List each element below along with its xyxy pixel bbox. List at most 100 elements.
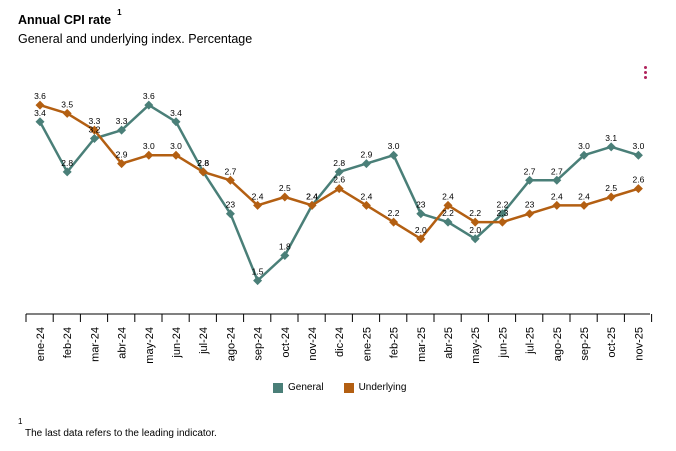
data-point-underlying (253, 200, 263, 210)
data-point-underlying (198, 167, 208, 177)
chart-title: Annual CPI rate 1 (18, 8, 122, 28)
data-point-general (171, 117, 181, 127)
data-label-underlying: 2.4 (551, 191, 563, 201)
chart-title-text: Annual CPI rate (18, 13, 112, 28)
data-point-general (389, 150, 399, 160)
data-point-general (334, 167, 344, 177)
x-tick-label: ene-24 (35, 327, 47, 361)
data-label-general: 1.5 (252, 267, 264, 277)
data-label-general: 2.8 (333, 158, 345, 168)
data-label-underlying: 23 (525, 200, 535, 210)
data-label-general: 2.8 (197, 158, 209, 168)
data-label-underlying: 3.3 (88, 116, 100, 126)
data-point-general (633, 150, 643, 160)
cpi-line-chart: ene-24 feb-24 mar-24 abr-24 may-24 jun-24 jul-… (25, 91, 653, 364)
data-point-general (470, 234, 480, 244)
data-point-underlying (307, 200, 317, 210)
data-label-underlying: 2.4 (306, 191, 318, 201)
legend-label-general: General (288, 382, 324, 393)
data-point-underlying (416, 234, 426, 244)
data-point-underlying (117, 159, 127, 169)
data-label-underlying: 2.6 (333, 175, 345, 185)
x-tick-label: oct-24 (280, 327, 292, 358)
footnote-mark: 1 (18, 417, 23, 426)
data-point-underlying (62, 108, 72, 118)
data-point-general (525, 175, 535, 185)
data-point-underlying (280, 192, 290, 202)
data-point-underlying (35, 100, 45, 110)
data-point-general (416, 209, 426, 219)
data-label-underlying: 2.4 (252, 191, 264, 201)
data-label-general: 3.1 (605, 133, 617, 143)
data-label-general: 2.9 (360, 150, 372, 160)
data-point-underlying (525, 209, 535, 219)
x-tick-label: ago-24 (225, 327, 237, 361)
data-label-general: 1.8 (279, 242, 291, 252)
data-label-general: 3.0 (388, 141, 400, 151)
data-label-general: 2.0 (469, 225, 481, 235)
x-tick-label: feb-24 (62, 327, 74, 358)
x-tick-label: ago-25 (552, 327, 564, 361)
data-point-general (443, 217, 453, 227)
x-tick-label: abr-25 (443, 327, 455, 359)
x-tick-label: ene-25 (361, 327, 373, 361)
x-tick-label: abr-24 (117, 327, 129, 359)
data-label-underlying: 2.2 (469, 208, 481, 218)
data-point-underlying (579, 200, 589, 210)
data-point-underlying (497, 217, 507, 227)
data-point-underlying (89, 125, 99, 135)
data-point-general (606, 142, 616, 152)
x-tick-label: jun-24 (171, 327, 183, 359)
data-label-underlying: 2.5 (279, 183, 291, 193)
vertical-ellipsis-icon[interactable] (640, 66, 650, 82)
data-point-general (253, 276, 263, 286)
data-label-underlying: 2.4 (442, 191, 454, 201)
data-point-general (361, 159, 371, 169)
data-label-underlying: 2.7 (224, 166, 236, 176)
data-label-underlying: 3.5 (61, 99, 73, 109)
data-label-underlying: 2.0 (415, 225, 427, 235)
data-point-general (579, 150, 589, 160)
legend-item-general[interactable]: General (273, 382, 324, 393)
data-point-underlying (633, 184, 643, 194)
legend-item-underlying[interactable]: Underlying (343, 382, 407, 393)
x-tick-label: feb-25 (389, 327, 401, 358)
data-label-general: 2.7 (524, 166, 536, 176)
data-label-general: 23 (226, 200, 236, 210)
data-point-underlying (552, 200, 562, 210)
chart-subtitle: General and underlying index. Percentage (18, 32, 253, 46)
data-label-general: 2.4 (306, 191, 318, 201)
data-point-underlying (144, 150, 154, 160)
data-label-underlying: 2.8 (197, 158, 209, 168)
data-label-general: 3.2 (88, 125, 100, 135)
data-point-underlying (606, 192, 616, 202)
legend-label-underlying: Underlying (358, 382, 407, 393)
data-point-underlying (171, 150, 181, 160)
data-point-general (117, 125, 127, 135)
x-tick-label: may-24 (144, 327, 156, 364)
data-label-underlying: 2.3 (496, 208, 508, 218)
x-tick-label: mar-24 (89, 327, 101, 362)
data-label-general: 3.4 (170, 108, 182, 118)
legend-swatch-underlying (343, 382, 354, 393)
x-tick-label: may-25 (470, 327, 482, 364)
data-label-underlying: 3.0 (143, 141, 155, 151)
data-label-underlying: 2.4 (578, 191, 590, 201)
x-tick-label: oct-25 (606, 327, 618, 358)
data-label-underlying: 3.6 (34, 91, 46, 101)
data-label-underlying: 3.0 (170, 141, 182, 151)
data-point-underlying (389, 217, 399, 227)
data-label-underlying: 2.4 (360, 191, 372, 201)
data-label-general: 2.2 (496, 200, 508, 210)
data-label-underlying: 2.2 (388, 208, 400, 218)
footnote-text: The last data refers to the leading indi… (25, 428, 217, 439)
data-point-general (89, 134, 99, 143)
data-label-underlying: 2.9 (116, 150, 128, 160)
data-point-general (225, 209, 235, 219)
data-label-general: 3.3 (116, 116, 128, 126)
x-tick-label: jun-25 (497, 327, 509, 359)
data-label-underlying: 2.5 (605, 183, 617, 193)
data-label-general: 3.4 (34, 108, 46, 118)
data-label-general: 3.0 (632, 141, 644, 151)
x-tick-label: nov-25 (633, 327, 645, 361)
